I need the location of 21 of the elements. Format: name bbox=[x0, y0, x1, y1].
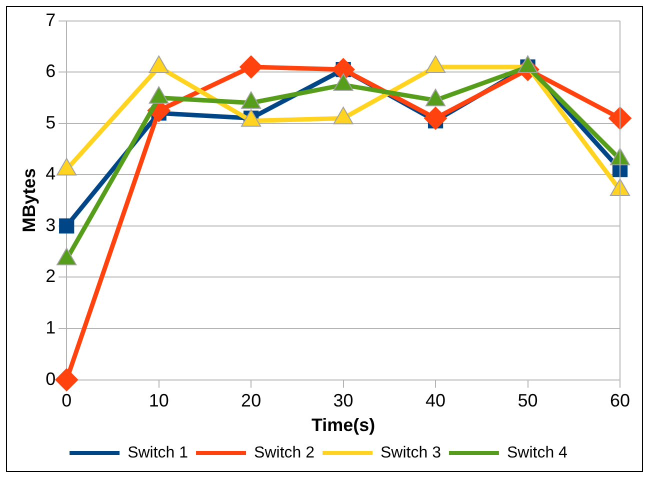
y-tick-label: 0 bbox=[46, 368, 56, 389]
legend-label: Switch 1 bbox=[128, 444, 188, 462]
x-tick-label: 40 bbox=[426, 390, 446, 411]
legend-label: Switch 2 bbox=[254, 444, 315, 462]
x-tick-label: 20 bbox=[241, 390, 262, 411]
y-tick-label: 2 bbox=[46, 266, 56, 286]
y-tick-label: 7 bbox=[46, 10, 56, 30]
legend-label: Switch 4 bbox=[506, 444, 568, 462]
x-tick-label: 50 bbox=[518, 390, 538, 411]
y-axis-title: MBytes bbox=[18, 168, 39, 232]
y-tick-label: 6 bbox=[46, 61, 56, 82]
legend-label: Switch 3 bbox=[380, 444, 442, 462]
x-axis-title: Time(s) bbox=[311, 415, 376, 436]
x-tick-label: 10 bbox=[148, 390, 169, 411]
x-tick-label: 0 bbox=[62, 390, 72, 411]
x-tick-label: 60 bbox=[610, 390, 630, 411]
x-tick-label: 30 bbox=[333, 390, 354, 411]
y-tick-label: 3 bbox=[46, 214, 56, 235]
y-tick-label: 1 bbox=[46, 317, 56, 338]
y-tick-label: 5 bbox=[46, 112, 56, 132]
y-tick-label: 4 bbox=[46, 164, 56, 184]
